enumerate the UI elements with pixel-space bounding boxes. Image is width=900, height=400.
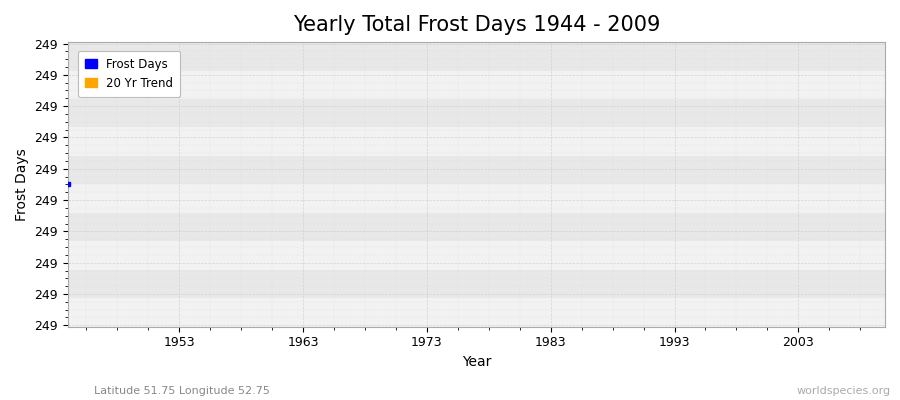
Title: Yearly Total Frost Days 1944 - 2009: Yearly Total Frost Days 1944 - 2009 [292,15,660,35]
Bar [68,213,885,241]
Bar [68,42,885,70]
Bar [68,184,885,213]
Text: Latitude 51.75 Longitude 52.75: Latitude 51.75 Longitude 52.75 [94,386,270,396]
Bar [68,298,885,327]
Bar [68,270,885,298]
Y-axis label: Frost Days: Frost Days [15,148,29,221]
Bar [68,156,885,184]
Text: worldspecies.org: worldspecies.org [796,386,891,396]
Bar [68,99,885,128]
Legend: Frost Days, 20 Yr Trend: Frost Days, 20 Yr Trend [78,51,180,97]
X-axis label: Year: Year [462,355,491,369]
Bar [68,241,885,270]
Bar [68,70,885,99]
Bar [68,128,885,156]
